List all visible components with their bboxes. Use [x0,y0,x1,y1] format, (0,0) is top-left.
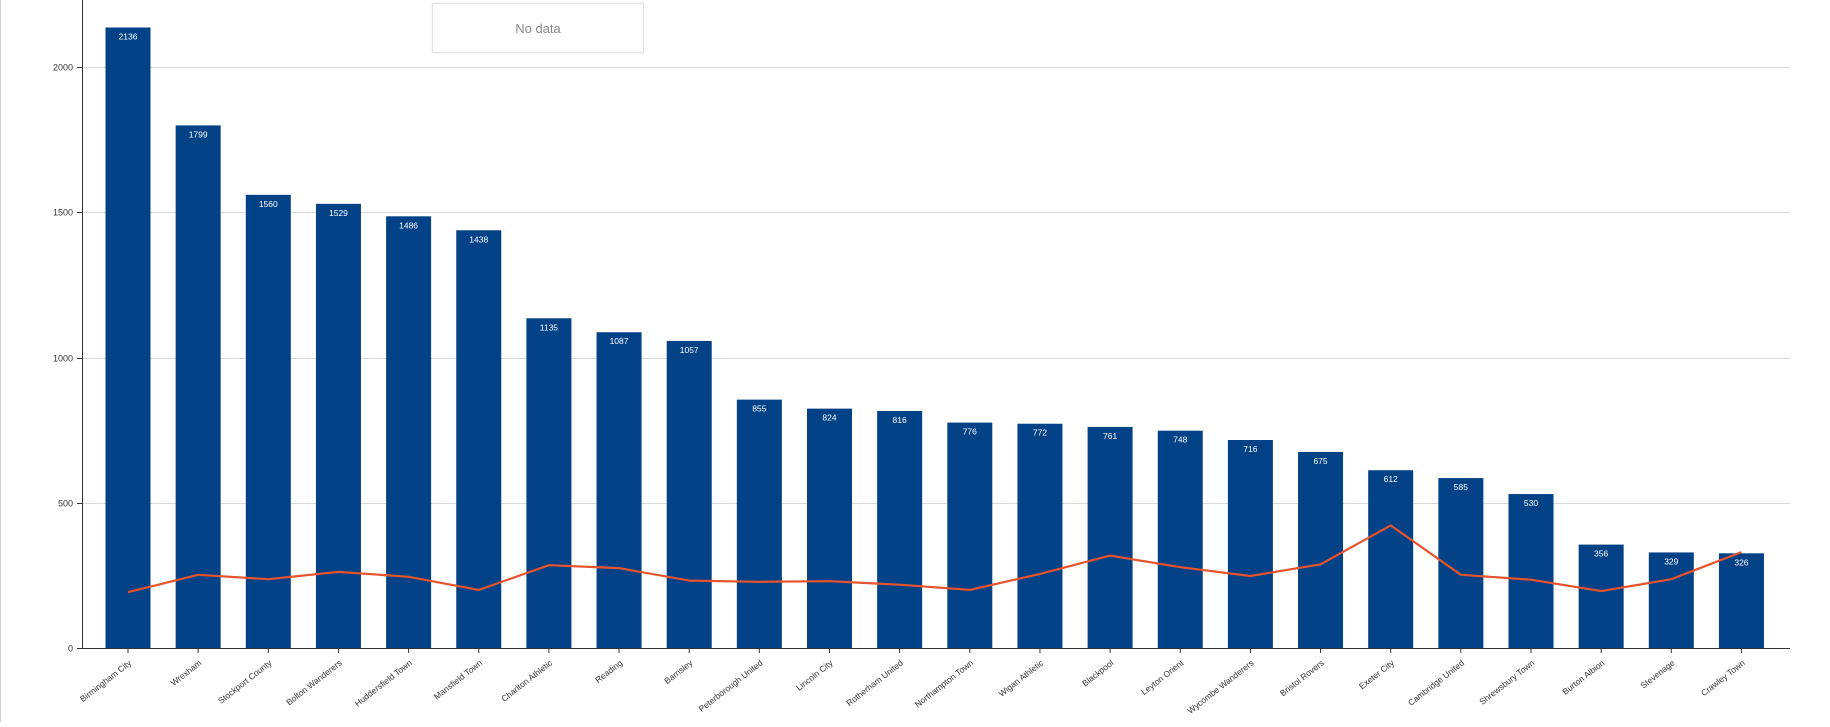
y-tick-label: 0 [68,644,73,654]
bar-data-label: 855 [752,404,766,414]
x-tick-label: Exeter City [1357,657,1397,691]
bar-data-label: 1529 [329,208,348,218]
x-tick-label: Northampton Town [913,658,975,710]
bar-data-labels: 2136 1799 1560 1529 1486 1438 1135 1087 1057 855 8… [119,31,1749,567]
x-tick-label: Cambridge United [1406,658,1466,708]
bar [597,332,642,648]
x-tick-label: Burton Albion [1560,658,1606,697]
bar [176,125,221,648]
x-tick-label: Birmingham City [78,657,134,704]
x-tick-label: Leyton Orient [1139,657,1186,697]
bar [1228,440,1273,648]
bar [526,318,571,648]
bar-data-label: 2136 [119,31,138,41]
bar-data-label: 612 [1384,474,1398,484]
bar [877,411,922,648]
bar-data-label: 716 [1243,444,1257,454]
bar [737,400,782,648]
line-series-path [128,525,1742,592]
bar-data-label: 761 [1103,431,1117,441]
bar [1298,452,1343,648]
bars [106,27,1764,648]
x-tick-label: Stockport County [216,657,274,705]
bar [1368,470,1413,648]
x-tick-label: Barnsley [662,657,695,686]
x-tick-label: Peterborough United [697,658,765,714]
bar [1649,552,1694,648]
x-tick-label: Wrexham [169,658,204,688]
no-data-label: No data [515,21,561,36]
bar [1719,553,1764,648]
bar-data-label: 1486 [399,220,418,230]
bar-data-label: 776 [963,427,977,437]
bar-data-label: 675 [1313,456,1327,466]
bar-data-label: 748 [1173,435,1187,445]
chart-left-border [0,0,1,722]
line-series [128,525,1742,592]
bar-data-label: 1799 [189,129,208,139]
x-tick-label: Reading [593,658,624,686]
bar [386,216,431,648]
bar [106,27,151,648]
bar-data-label: 329 [1664,556,1678,566]
bar [1088,427,1133,648]
bar [1509,494,1554,648]
bar-data-label: 1057 [680,345,699,355]
bar [316,204,361,648]
x-tick-label: Bolton Wanderers [284,658,344,708]
x-tick-label: Huddersfield Town [353,658,414,709]
y-tick-label: 1500 [53,208,73,218]
bar-data-label: 326 [1734,557,1748,567]
x-tick-label: Bristol Rovers [1278,658,1326,698]
bar-data-label: 1438 [469,234,488,244]
bar [1158,431,1203,648]
y-tick-label: 2000 [53,63,73,73]
x-tick-label: Wigan Athletic [997,657,1046,699]
x-tick-label: Rotherham United [844,658,905,709]
bar [1579,545,1624,648]
y-tick-label: 500 [58,499,73,509]
bar-data-label: 356 [1594,549,1608,559]
bar-data-label: 1560 [259,199,278,209]
bar [807,409,852,648]
bar-data-label: 816 [893,415,907,425]
bar-data-label: 530 [1524,498,1538,508]
y-axis-ticks: 0 500 1000 1500 2000 [53,63,82,654]
bar-data-label: 1087 [610,336,629,346]
bar [667,341,712,648]
x-tick-label: Mansfield Town [432,658,484,702]
x-tick-label: Charlton Athletic [499,657,555,703]
x-tick-label: Blackpool [1080,658,1115,689]
x-tick-label: Shrewsbury Town [1477,658,1536,707]
bar [1017,424,1062,648]
x-tick-label: Wycombe Wanderers [1185,658,1255,716]
bar-data-label: 772 [1033,428,1047,438]
y-tick-label: 1000 [53,354,73,364]
x-tick-label: Lincoln City [794,657,835,692]
bar-data-label: 1135 [540,322,559,332]
x-tick-label: Crawley Town [1699,658,1747,699]
bar-data-label: 824 [822,413,836,423]
no-data-overlay: No data [432,3,644,53]
bar [947,423,992,648]
bar-data-label: 585 [1454,482,1468,492]
x-tick-label: Stevenage [1638,658,1676,691]
